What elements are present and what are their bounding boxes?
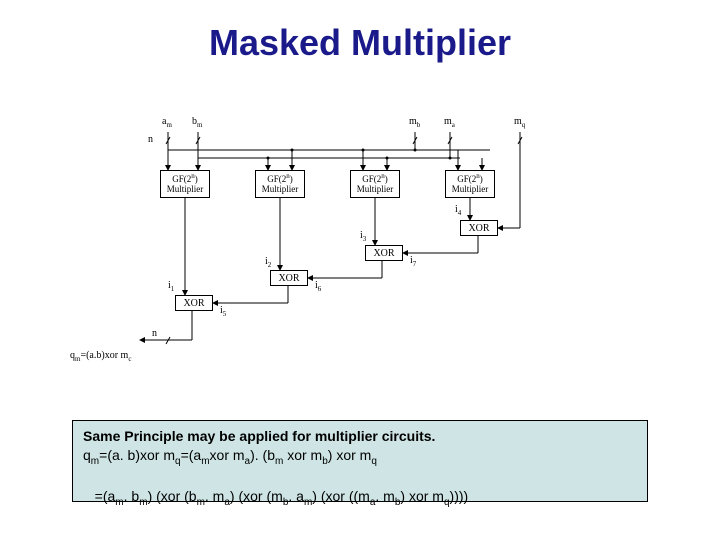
xor-box-3: XOR [365, 245, 403, 261]
multiplier-box-2: GF(2n)Multiplier [255, 170, 305, 198]
wire-i3-label: i3 [360, 230, 366, 243]
multiplier-box-3: GF(2n)Multiplier [350, 170, 400, 198]
diagram-svg [120, 110, 590, 370]
bus-n-label-out: n [152, 328, 157, 339]
input-mq-label: mq [514, 116, 525, 129]
xor-box-4: XOR [460, 220, 498, 236]
circuit-diagram: am bm mb ma mq n GF(2n)Multiplier GF(2n)… [120, 110, 590, 370]
xor-box-2: XOR [270, 270, 308, 286]
output-qm-label: qm=(a.b)xor mc [70, 350, 200, 363]
multiplier-box-1: GF(2n)Multiplier [160, 170, 210, 198]
input-ma-label: ma [444, 116, 455, 129]
input-mb-label: mb [409, 116, 420, 129]
explanation-box: Same Principle may be applied for multip… [72, 420, 648, 502]
explain-line3: =(am. bm) (xor (bm. ma) (xor (mb. am) (x… [83, 468, 637, 528]
input-bm-label: bm [192, 116, 202, 129]
explain-line2: qm=(a. b)xor mq=(amxor ma). (bm xor mb) … [83, 446, 637, 468]
page-title: Masked Multiplier [0, 22, 720, 64]
input-am-label: am [162, 116, 172, 129]
wire-i6-label: i6 [315, 280, 321, 293]
wire-i2-label: i2 [265, 256, 271, 269]
wire-i1-label: i1 [168, 280, 174, 293]
wire-i4-label: i4 [455, 204, 461, 217]
explain-line1: Same Principle may be applied for multip… [83, 427, 637, 446]
multiplier-box-4: GF(2n)Multiplier [445, 170, 495, 198]
wire-i5-label: i5 [220, 305, 226, 318]
xor-box-1: XOR [175, 295, 213, 311]
wire-i7-label: i7 [410, 255, 416, 268]
bus-n-label-1: n [148, 134, 153, 145]
